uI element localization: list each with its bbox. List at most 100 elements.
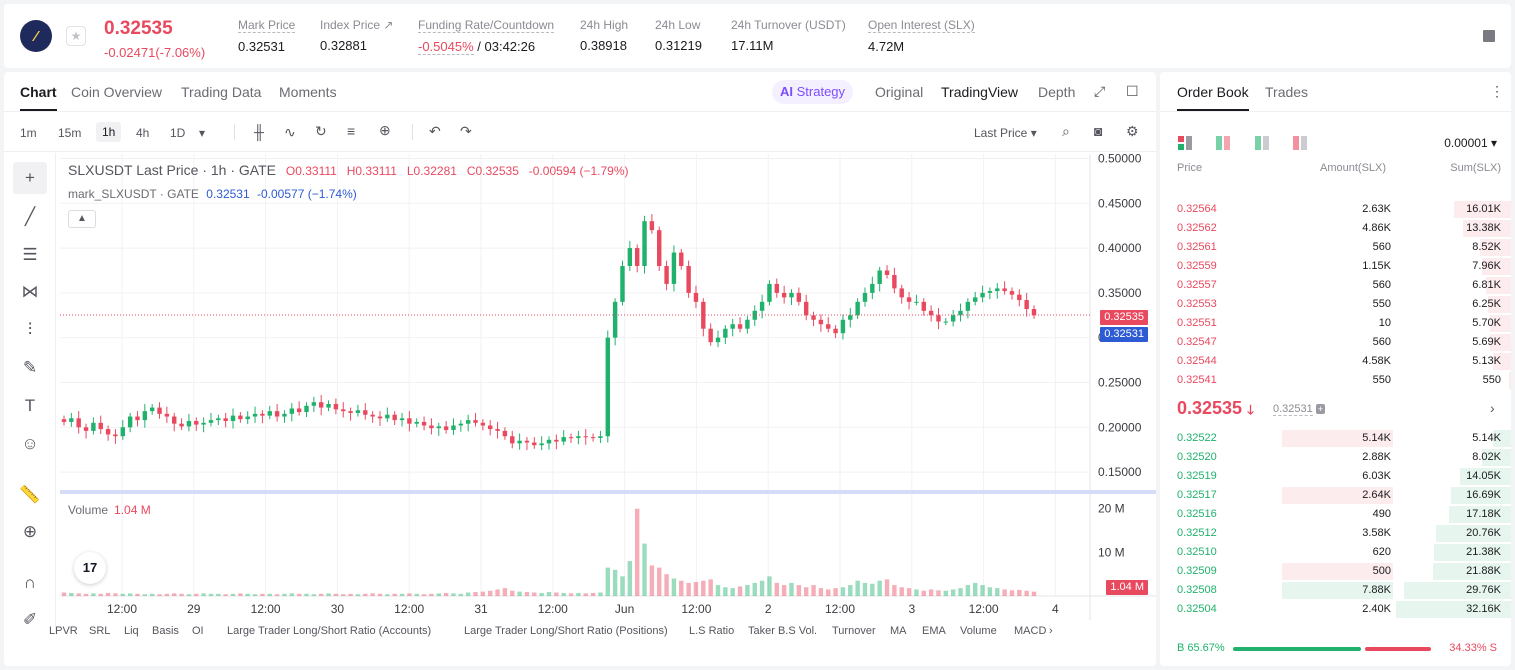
bid-row[interactable]: 0.32508 7.88K 29.76K	[1160, 581, 1511, 600]
view-split-icon[interactable]	[1254, 136, 1269, 150]
volume-bar	[583, 593, 588, 596]
view-original[interactable]: Original	[875, 84, 924, 100]
ask-price: 0.32547	[1177, 336, 1217, 348]
ruler-icon[interactable]: 📏	[19, 485, 41, 504]
guide-book-icon[interactable]	[1483, 30, 1495, 42]
pencil-icon[interactable]: ✐	[22, 610, 38, 629]
ask-row[interactable]: 0.32557 560 6.81K	[1160, 276, 1511, 295]
candle-body	[341, 409, 346, 412]
horizontal-lines-icon[interactable]: ☰	[22, 245, 38, 264]
indicator-11[interactable]: EMA	[922, 625, 946, 637]
chevron-right-icon[interactable]: ›	[1490, 400, 1495, 416]
timeframe-15m[interactable]: 15m	[58, 126, 82, 140]
ask-row[interactable]: 0.32551 10 5.70K	[1160, 314, 1511, 333]
indicator-13[interactable]: MACD	[1014, 625, 1047, 637]
refresh-icon[interactable]: ↻	[315, 123, 327, 139]
tab-moments[interactable]: Moments	[279, 84, 337, 100]
indicator-0[interactable]: LPVR	[49, 625, 78, 637]
bid-row[interactable]: 0.32512 3.58K 20.76K	[1160, 524, 1511, 543]
ask-row[interactable]: 0.32564 2.63K 16.01K	[1160, 200, 1511, 219]
bid-row[interactable]: 0.32510 620 21.38K	[1160, 543, 1511, 562]
view-bids-icon[interactable]	[1216, 136, 1231, 150]
ask-row[interactable]: 0.32561 560 8.52K	[1160, 238, 1511, 257]
camera-icon[interactable]: ◙	[1094, 123, 1103, 139]
window-icon[interactable]: ☐	[1126, 83, 1139, 99]
indicator-6[interactable]: Large Trader Long/Short Ratio (Positions…	[464, 625, 668, 637]
price-type-select[interactable]: Last Price ▾	[974, 126, 1037, 140]
magnet-icon[interactable]: ∩	[23, 573, 37, 592]
tab-order-book[interactable]: Order Book	[1177, 84, 1249, 111]
candle-body	[1017, 294, 1022, 301]
timeframe-dropdown-icon[interactable]: ▾	[199, 126, 206, 140]
indicator-4[interactable]: OI	[192, 625, 204, 637]
undo-icon[interactable]: ↶	[429, 123, 441, 139]
more-icon[interactable]: ⋮	[1490, 83, 1504, 99]
bid-row[interactable]: 0.32516 490 17.18K	[1160, 505, 1511, 524]
template-icon[interactable]: ≡	[347, 123, 356, 139]
x-tick-label: 12:00	[107, 602, 137, 616]
candle-body	[870, 283, 875, 293]
tab-trades[interactable]: Trades	[1265, 84, 1309, 100]
buy-ratio-bar	[1233, 647, 1362, 651]
indicator-5[interactable]: Large Trader Long/Short Ratio (Accounts)	[227, 625, 432, 637]
depth-bar	[1448, 506, 1511, 523]
tab-chart[interactable]: Chart	[20, 84, 57, 111]
indicators-icon[interactable]: ∿	[284, 124, 296, 140]
ask-row[interactable]: 0.32559 1.15K 7.96K	[1160, 257, 1511, 276]
ask-row[interactable]: 0.32562 4.86K 13.38K	[1160, 219, 1511, 238]
crosshair-icon[interactable]: +	[13, 162, 47, 194]
trendline-icon[interactable]: ╱	[24, 207, 36, 226]
strategy-button[interactable]: AI Strategy	[772, 80, 854, 104]
search-icon[interactable]: ⌕	[1062, 123, 1070, 139]
ask-row[interactable]: 0.32553 550 6.25K	[1160, 295, 1511, 314]
bid-row[interactable]: 0.32504 2.40K 32.16K	[1160, 600, 1511, 619]
zoom-icon[interactable]: ⊕	[22, 522, 38, 541]
indicator-2[interactable]: Liq	[124, 625, 139, 637]
redo-icon[interactable]: ↷	[460, 123, 472, 139]
indicator-7[interactable]: L.S Ratio	[689, 625, 735, 637]
collapse-legend-button[interactable]: ▲	[68, 210, 96, 228]
indicator-9[interactable]: Turnover	[832, 625, 876, 637]
ask-row[interactable]: 0.32541 550 550	[1160, 371, 1511, 390]
stat-index-price[interactable]: Index Price ↗ 0.32881	[320, 18, 394, 53]
bid-row[interactable]: 0.32519 6.03K 14.05K	[1160, 467, 1511, 486]
add-indicator-icon[interactable]: ⊕	[379, 122, 391, 138]
brush-icon[interactable]: ✎	[22, 358, 38, 377]
precision-select[interactable]: 0.00001 ▾	[1444, 136, 1497, 150]
bid-row[interactable]: 0.32522 5.14K 5.14K	[1160, 429, 1511, 448]
tab-trading-data[interactable]: Trading Data	[181, 84, 262, 100]
view-asks-icon[interactable]	[1293, 136, 1308, 150]
text-icon[interactable]: T	[24, 396, 36, 415]
timeframe-1m[interactable]: 1m	[20, 126, 37, 140]
emoji-icon[interactable]: ☺	[21, 434, 39, 453]
timeframe-1d[interactable]: 1D	[170, 126, 186, 140]
bid-price: 0.32509	[1177, 565, 1217, 577]
gear-icon[interactable]: ⚙	[1126, 123, 1139, 139]
timeframe-1h[interactable]: 1h	[96, 122, 122, 142]
indicator-10[interactable]: MA	[890, 625, 907, 637]
view-depth[interactable]: Depth	[1038, 84, 1076, 100]
expand-icon[interactable]: ⤢	[1094, 83, 1106, 99]
view-tradingview[interactable]: TradingView	[941, 84, 1019, 100]
bid-row[interactable]: 0.32517 2.64K 16.69K	[1160, 486, 1511, 505]
pattern-icon[interactable]: ⋈	[21, 282, 39, 301]
tab-coin-overview[interactable]: Coin Overview	[71, 84, 163, 100]
candle-body	[61, 419, 67, 422]
indicator-1[interactable]: SRL	[89, 625, 111, 637]
view-both-icon[interactable]	[1178, 136, 1192, 150]
bid-row[interactable]: 0.32509 500 21.88K	[1160, 562, 1511, 581]
candle-type-icon[interactable]: ╫	[254, 124, 264, 140]
indicator-12[interactable]: Volume	[960, 625, 997, 637]
timeframe-4h[interactable]: 4h	[136, 126, 150, 140]
indicator-scroll-icon[interactable]: ›	[1049, 625, 1053, 637]
candle-body	[289, 408, 295, 414]
favorite-star-icon[interactable]: ★	[66, 26, 86, 46]
ask-row[interactable]: 0.32547 560 5.69K	[1160, 333, 1511, 352]
ask-row[interactable]: 0.32544 4.58K 5.13K	[1160, 352, 1511, 371]
bid-row[interactable]: 0.32520 2.88K 8.02K	[1160, 448, 1511, 467]
volume-bar	[502, 588, 508, 596]
indicator-3[interactable]: Basis	[152, 625, 179, 637]
volume-bar	[759, 580, 765, 596]
fib-icon[interactable]: ⫶	[27, 320, 33, 339]
indicator-8[interactable]: Taker B.S Vol.	[748, 625, 818, 637]
